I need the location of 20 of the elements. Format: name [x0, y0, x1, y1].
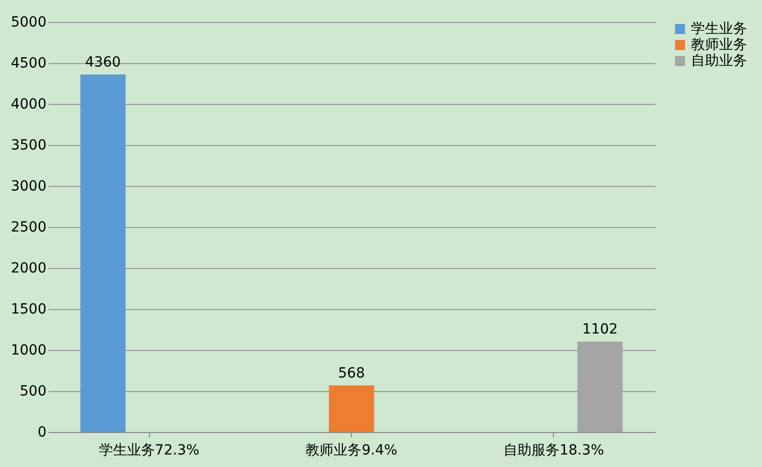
- y-tick-label: 500: [20, 384, 46, 400]
- data-label: 4360: [85, 54, 121, 70]
- y-tick-label: 2500: [10, 220, 46, 236]
- legend-label: 学生业务: [691, 21, 747, 37]
- data-label: 1102: [582, 322, 618, 338]
- legend-label: 自助业务: [691, 53, 747, 69]
- y-tick-label: 3000: [10, 178, 46, 194]
- y-tick-label: 4500: [10, 56, 46, 72]
- y-tick-label: 1500: [10, 302, 46, 318]
- data-label: 568: [338, 365, 365, 382]
- y-tick-label: 3500: [10, 138, 46, 154]
- y-tick-label: 0: [38, 424, 46, 440]
- x-tick-label: 学生业务72.3%: [98, 442, 200, 458]
- y-tick-label: 2000: [10, 260, 46, 276]
- y-tick-label: 5000: [10, 14, 46, 30]
- legend-label: 教师业务: [691, 37, 747, 53]
- y-tick-label: 1000: [10, 342, 46, 358]
- x-tick-label: 教师业务9.4%: [306, 442, 398, 458]
- y-tick-label: 4000: [10, 96, 46, 112]
- x-tick-label: 自助服务18.3%: [504, 442, 604, 458]
